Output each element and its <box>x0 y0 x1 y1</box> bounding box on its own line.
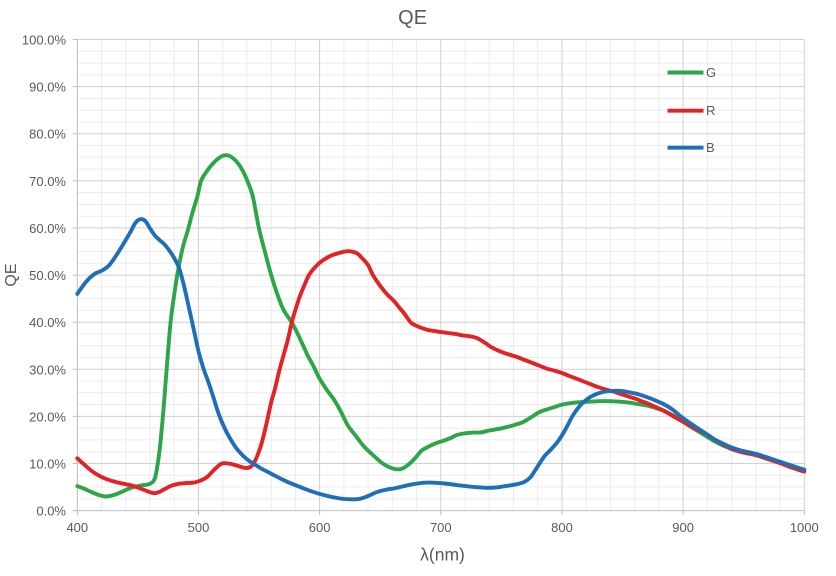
svg-text:80.0%: 80.0% <box>29 127 66 142</box>
svg-text:R: R <box>706 103 715 118</box>
svg-text:90.0%: 90.0% <box>29 80 66 95</box>
svg-text:λ(nm): λ(nm) <box>420 545 465 565</box>
svg-text:30.0%: 30.0% <box>29 362 66 377</box>
svg-text:10.0%: 10.0% <box>29 457 66 472</box>
svg-text:0.0%: 0.0% <box>36 504 66 519</box>
svg-text:500: 500 <box>188 520 210 535</box>
svg-text:900: 900 <box>672 520 694 535</box>
svg-text:60.0%: 60.0% <box>29 221 66 236</box>
svg-text:20.0%: 20.0% <box>29 409 66 424</box>
svg-text:700: 700 <box>430 520 452 535</box>
svg-text:40.0%: 40.0% <box>29 315 66 330</box>
svg-text:B: B <box>706 140 715 155</box>
svg-text:QE: QE <box>398 7 427 29</box>
svg-text:600: 600 <box>309 520 331 535</box>
svg-text:50.0%: 50.0% <box>29 268 66 283</box>
svg-text:70.0%: 70.0% <box>29 174 66 189</box>
svg-text:QE: QE <box>3 263 20 286</box>
svg-text:G: G <box>706 65 716 80</box>
svg-text:400: 400 <box>66 520 88 535</box>
svg-text:800: 800 <box>551 520 573 535</box>
svg-text:100.0%: 100.0% <box>22 33 67 48</box>
svg-text:1000: 1000 <box>790 520 819 535</box>
